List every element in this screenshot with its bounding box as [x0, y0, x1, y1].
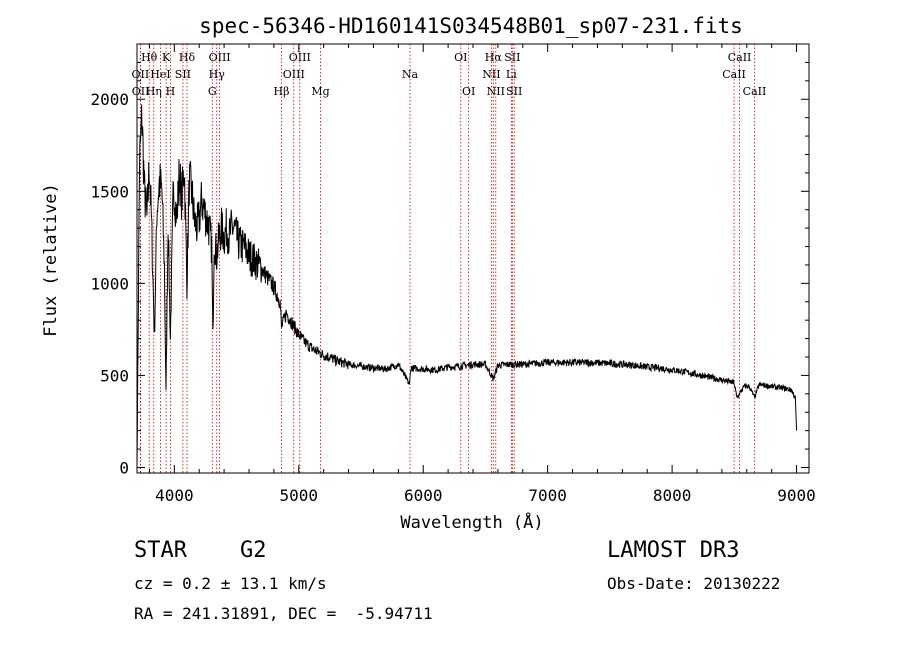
line-marker-label: NII [487, 85, 505, 98]
object-type: STAR [134, 538, 187, 563]
line-labels: Hθ OII OII K HeI Hη Hδ SII H OIII Hγ G OIII OIII Hβ Mg N… [132, 51, 767, 98]
line-marker-label: OI [462, 85, 475, 98]
y-tick-label: 2000 [90, 90, 129, 109]
line-marker-label: Hδ [179, 51, 196, 64]
line-marker-label: G [208, 85, 217, 98]
x-tick-label: 7000 [528, 486, 567, 505]
spectral-subclass: G2 [240, 538, 267, 563]
line-marker-label: OI [454, 51, 467, 64]
line-marker-label: Mg [311, 85, 329, 98]
spectral-line-markers [139, 44, 755, 473]
chart-title: spec-56346-HD160141S034548B01_sp07-231.f… [199, 14, 743, 38]
plot-frame [136, 43, 810, 474]
x-axis: 4000 5000 6000 7000 8000 9000 [148, 44, 816, 505]
coordinates: RA = 241.31891, DEC = -5.94711 [134, 604, 433, 623]
observation-date: Obs-Date: 20130222 [607, 574, 781, 593]
x-tick-label: 8000 [653, 486, 692, 505]
line-marker-label: SII [506, 85, 522, 98]
x-tick-label: 5000 [280, 486, 319, 505]
line-marker-label: Hθ [141, 51, 158, 64]
x-tick-label: 6000 [404, 486, 443, 505]
x-tick-label: 9000 [777, 486, 816, 505]
line-marker-label: NII [482, 68, 500, 81]
spectrum-series [136, 104, 798, 468]
y-axis: 0 500 1000 1500 2000 [90, 61, 809, 477]
survey-name: LAMOST DR3 [607, 538, 740, 563]
line-marker-label: Hη [146, 85, 162, 98]
y-tick-label: 1500 [90, 182, 129, 201]
line-marker-label: CaII [728, 51, 752, 64]
line-marker-label: SII [175, 68, 191, 81]
line-marker-label: CaII [722, 68, 746, 81]
x-axis-label: Wavelength (Å) [400, 511, 543, 533]
y-tick-label: 0 [119, 458, 129, 477]
line-marker-label: H [166, 85, 176, 98]
line-marker-label: Hβ [274, 85, 290, 98]
line-marker-label: Hγ [209, 68, 226, 81]
line-marker-label: K [162, 51, 171, 64]
line-marker-label: OII [132, 68, 150, 81]
line-marker-label: CaII [743, 85, 767, 98]
line-marker-label: HeI [150, 68, 170, 81]
y-tick-label: 1000 [90, 274, 129, 293]
spectrum-line [136, 104, 798, 468]
line-marker-label: Hα [485, 51, 503, 64]
redshift-value: cz = 0.2 ± 13.1 km/s [134, 574, 327, 593]
line-marker-label: OIII [283, 68, 305, 81]
line-marker-label: Li [506, 68, 517, 81]
x-tick-label: 4000 [155, 486, 194, 505]
line-marker-label: SII [504, 51, 520, 64]
line-marker-label: OIII [209, 51, 231, 64]
line-marker-label: OIII [289, 51, 311, 64]
line-marker-label: OII [132, 85, 150, 98]
y-axis-label: Flux (relative) [41, 183, 61, 337]
line-marker-label: Na [402, 68, 419, 81]
y-tick-label: 500 [100, 366, 129, 385]
